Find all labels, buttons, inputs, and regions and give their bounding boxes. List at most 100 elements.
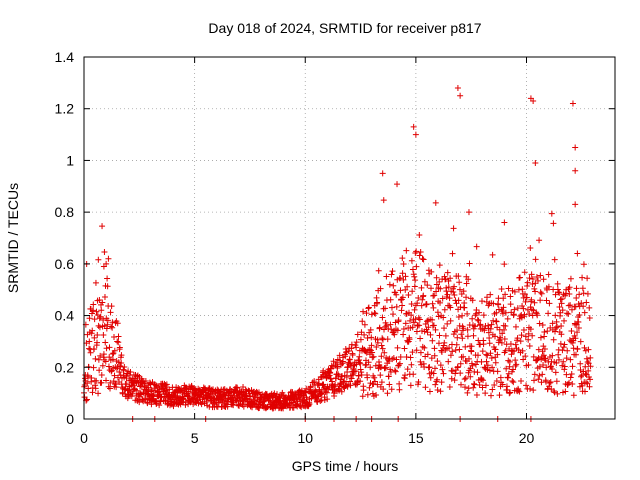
data-point: [358, 369, 365, 376]
data-point: [424, 351, 431, 358]
data-point: [399, 294, 406, 301]
data-point: [525, 336, 532, 343]
y-tick-label: 1.2: [55, 101, 75, 117]
data-point: [456, 279, 463, 286]
data-point: [307, 383, 314, 390]
data-point: [230, 402, 237, 409]
data-point: [470, 384, 477, 391]
data-point: [220, 386, 227, 393]
data-point-peak: [532, 160, 539, 167]
data-point: [349, 352, 356, 359]
data-point: [529, 280, 536, 287]
data-point: [453, 300, 460, 307]
data-point-peak: [530, 97, 537, 104]
data-point: [98, 307, 105, 314]
x-axis-label: GPS time / hours: [292, 458, 399, 474]
data-point: [536, 363, 543, 370]
data-point: [586, 383, 593, 390]
data-point: [402, 286, 409, 293]
data-point-peak: [379, 170, 386, 177]
data-point: [566, 291, 573, 298]
data-point: [418, 302, 425, 309]
data-point: [461, 304, 468, 311]
data-point: [379, 345, 386, 352]
data-point: [505, 370, 512, 377]
x-tick-label: 5: [191, 430, 199, 446]
data-point: [356, 359, 363, 366]
data-point: [487, 291, 494, 298]
data-point: [420, 256, 427, 263]
data-point: [111, 334, 118, 341]
data-point: [411, 273, 418, 280]
data-point: [496, 392, 503, 399]
data-point: [414, 300, 421, 307]
data-point: [585, 346, 592, 353]
data-point: [306, 401, 313, 408]
data-point: [116, 344, 123, 351]
data-point: [84, 380, 91, 387]
data-point: [419, 296, 426, 303]
data-point: [478, 358, 485, 365]
data-point: [371, 378, 378, 385]
data-point: [103, 377, 110, 384]
data-point: [433, 288, 440, 295]
data-point: [539, 322, 546, 329]
data-point: [437, 362, 444, 369]
data-point: [499, 308, 506, 315]
data-point: [365, 305, 372, 312]
data-point: [311, 391, 318, 398]
data-point: [496, 337, 503, 344]
x-tick-label: 10: [297, 430, 313, 446]
data-point: [427, 331, 434, 338]
data-point: [464, 326, 471, 333]
data-point: [447, 352, 454, 359]
data-point: [129, 390, 136, 397]
data-point: [412, 302, 419, 309]
data-point: [377, 285, 384, 292]
data-point: [575, 319, 582, 326]
data-point: [346, 356, 353, 363]
data-point: [554, 323, 561, 330]
data-point: [434, 309, 441, 316]
data-point: [474, 316, 481, 323]
data-point: [108, 368, 115, 375]
data-point: [502, 291, 509, 298]
data-point: [582, 370, 589, 377]
data-point: [363, 310, 370, 317]
data-point: [106, 354, 113, 361]
data-point: [387, 296, 394, 303]
data-point: [535, 346, 542, 353]
data-point: [543, 297, 550, 304]
data-point: [558, 331, 565, 338]
data-point: [344, 363, 351, 370]
data-point: [556, 289, 563, 296]
data-point: [381, 349, 388, 356]
data-point: [368, 334, 375, 341]
data-point: [506, 358, 513, 365]
data-point: [107, 385, 114, 392]
data-point-peak: [457, 92, 464, 99]
data-point: [92, 385, 99, 392]
data-point: [576, 291, 583, 298]
data-point: [148, 386, 155, 393]
data-point: [461, 376, 468, 383]
data-point: [357, 366, 364, 373]
data-point: [104, 283, 111, 290]
data-point: [359, 318, 366, 325]
data-point: [532, 288, 539, 295]
data-point: [298, 387, 305, 394]
data-point: [118, 352, 125, 359]
data-point: [444, 291, 451, 298]
data-point: [430, 304, 437, 311]
data-point: [526, 310, 533, 317]
data-point: [557, 296, 564, 303]
data-point: [380, 386, 387, 393]
data-point: [484, 294, 491, 301]
data-point: [561, 317, 568, 324]
data-point: [86, 315, 93, 322]
data-point: [378, 364, 385, 371]
data-point: [553, 359, 560, 366]
data-point: [531, 371, 538, 378]
data-point: [546, 379, 553, 386]
data-point: [416, 231, 423, 238]
